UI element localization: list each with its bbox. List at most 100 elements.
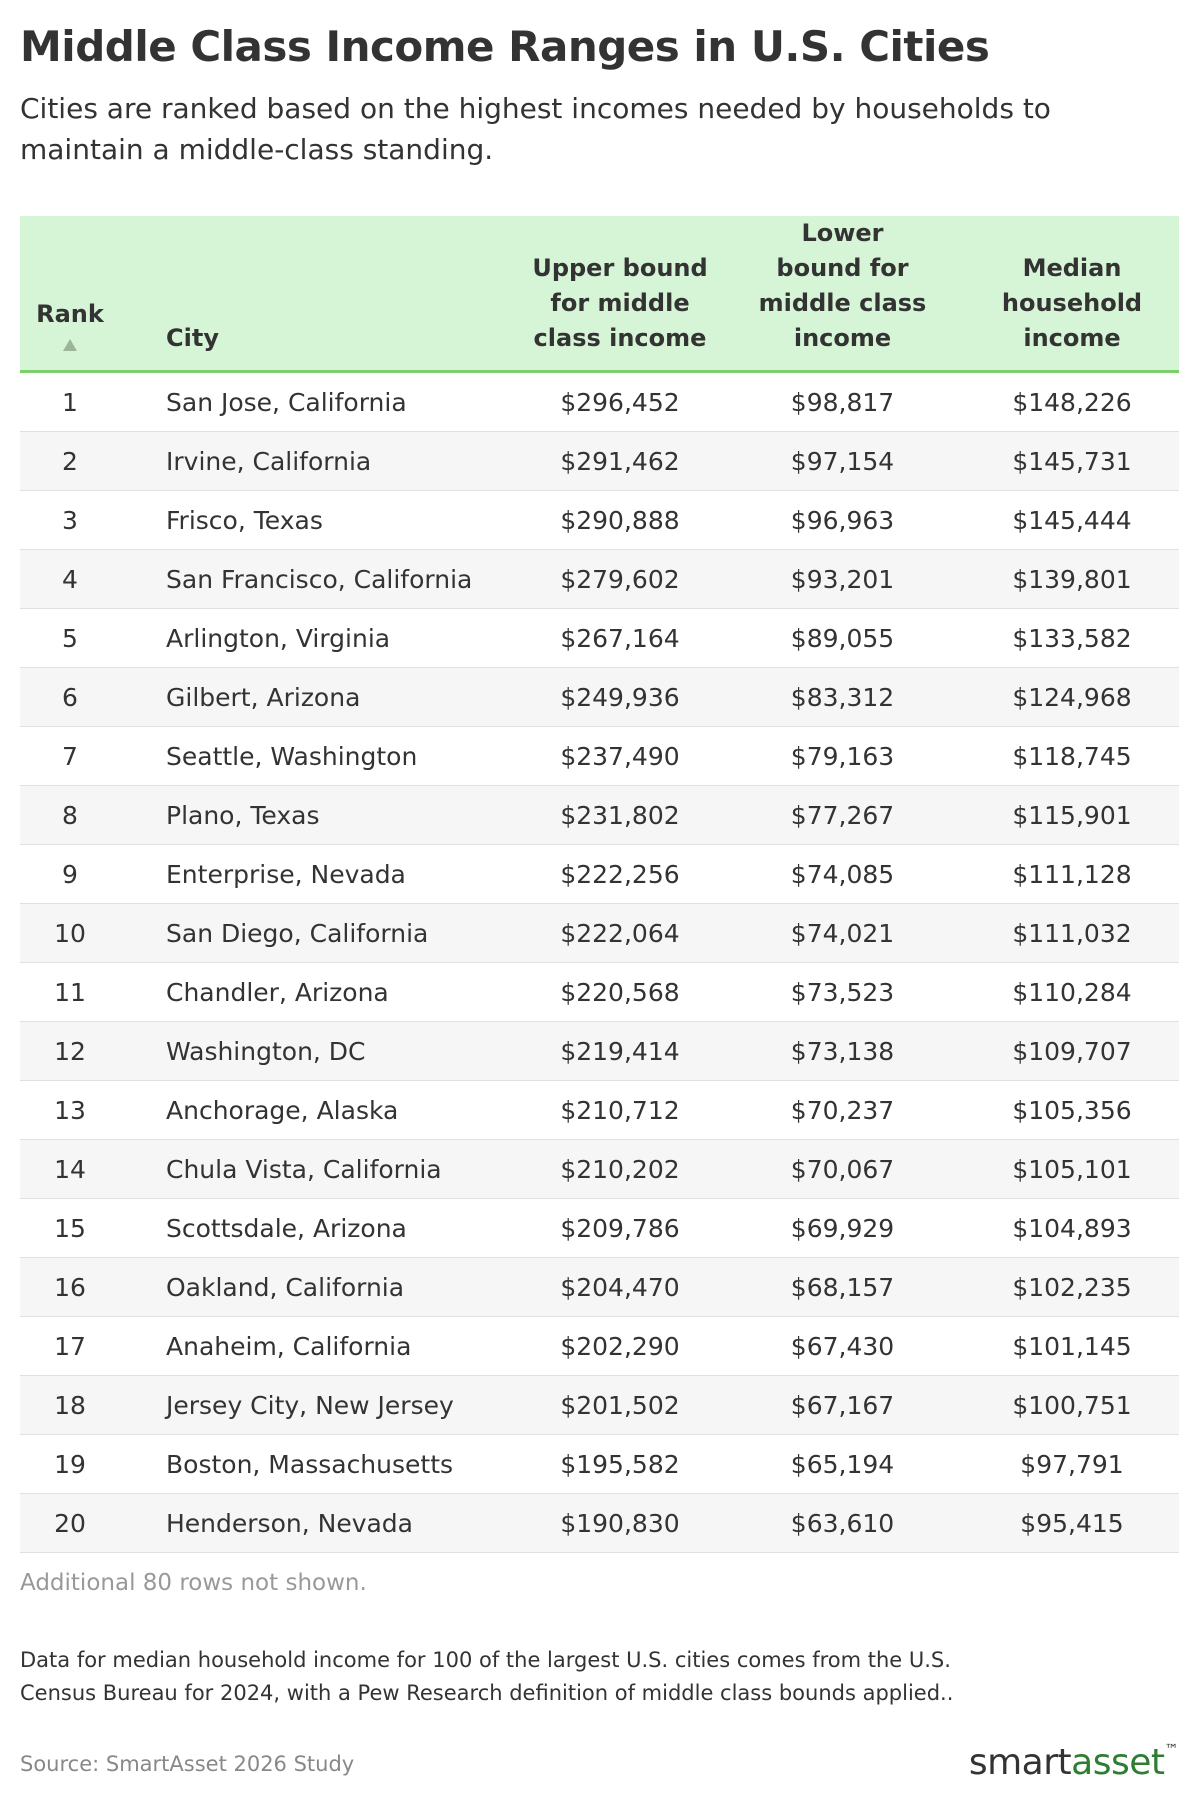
table-cell: $67,167: [720, 1375, 965, 1435]
table-cell: $249,936: [520, 667, 720, 727]
table-cell: $100,751: [965, 1375, 1179, 1435]
table-cell: $195,582: [520, 1434, 720, 1494]
table-cell: 9: [20, 844, 120, 904]
table-body: 1 San Jose, California $296,452 $98,817 $148…: [20, 371, 1179, 1553]
table-row: 7 Seattle, Washington $237,490 $79,163 $118,…: [20, 726, 1179, 786]
table-cell: $63,610: [720, 1493, 965, 1553]
column-header: Lower bound for middle class income: [720, 216, 965, 373]
table-cell: 8: [20, 785, 120, 845]
table-cell: 20: [20, 1493, 120, 1553]
table-row: 12 Washington, DC $219,414 $73,138 $109,707: [20, 1021, 1179, 1081]
table-cell: $290,888: [520, 490, 720, 550]
table-cell: Jersey City, New Jersey: [120, 1375, 520, 1435]
header-text: Rank: [36, 300, 104, 328]
logo-mark: ™: [1164, 1742, 1179, 1758]
table-cell: Anaheim, California: [120, 1316, 520, 1376]
table-cell: $97,154: [720, 431, 965, 491]
table-row: 18 Jersey City, New Jersey $201,502 $67,167…: [20, 1375, 1179, 1435]
table-cell: Seattle, Washington: [120, 726, 520, 786]
table-cell: $111,032: [965, 903, 1179, 963]
table-header: Rank City Upper bound for middle class incom…: [20, 216, 1179, 373]
header-text: middle class: [758, 289, 927, 317]
table-cell: $97,791: [965, 1434, 1179, 1494]
table-cell: 15: [20, 1198, 120, 1258]
table-cell: $133,582: [965, 608, 1179, 668]
table-cell: $237,490: [520, 726, 720, 786]
table-cell: $68,157: [720, 1257, 965, 1317]
header-row: Rank City Upper bound for middle class incom…: [20, 216, 1179, 373]
column-header: Median household income: [965, 216, 1179, 373]
table-cell: 12: [20, 1021, 120, 1081]
table-cell: $69,929: [720, 1198, 965, 1258]
table-cell: $145,444: [965, 490, 1179, 550]
table-cell: $79,163: [720, 726, 965, 786]
table-cell: Enterprise, Nevada: [120, 844, 520, 904]
table-cell: $145,731: [965, 431, 1179, 491]
header-text: bound for: [776, 254, 909, 282]
column-header: Rank: [20, 216, 120, 373]
table-cell: Scottsdale, Arizona: [120, 1198, 520, 1258]
table-cell: $209,786: [520, 1198, 720, 1258]
table-cell: $98,817: [720, 371, 965, 432]
header-text: Median: [1022, 254, 1122, 282]
rows-note: Additional 80 rows not shown.: [20, 1570, 367, 1596]
table-cell: 13: [20, 1080, 120, 1140]
table-cell: $104,893: [965, 1198, 1179, 1258]
logo-text: asset: [1071, 1742, 1165, 1783]
header-text: household: [1001, 289, 1143, 317]
logo-text: smart: [968, 1742, 1072, 1783]
table-cell: 3: [20, 490, 120, 550]
table-row: 6 Gilbert, Arizona $249,936 $83,312 $124,968: [20, 667, 1179, 727]
table-cell: $190,830: [520, 1493, 720, 1553]
table-cell: $89,055: [720, 608, 965, 668]
table-row: 5 Arlington, Virginia $267,164 $89,055 $133,…: [20, 608, 1179, 668]
table-cell: San Francisco, California: [120, 549, 520, 609]
table-cell: Irvine, California: [120, 431, 520, 491]
table-cell: Gilbert, Arizona: [120, 667, 520, 727]
table-cell: $95,415: [965, 1493, 1179, 1553]
table-cell: $204,470: [520, 1257, 720, 1317]
table-cell: $102,235: [965, 1257, 1179, 1317]
table-cell: 10: [20, 903, 120, 963]
table-cell: 5: [20, 608, 120, 668]
header-text: class income: [533, 324, 707, 352]
logo: smartasset™: [968, 1742, 1179, 1783]
table-cell: $231,802: [520, 785, 720, 845]
header-text: for middle: [550, 289, 690, 317]
header-text: Upper bound: [532, 254, 708, 282]
table-cell: 2: [20, 431, 120, 491]
table-cell: $118,745: [965, 726, 1179, 786]
table-cell: San Jose, California: [120, 371, 520, 432]
table-cell: $115,901: [965, 785, 1179, 845]
table-cell: $110,284: [965, 962, 1179, 1022]
table-cell: 4: [20, 549, 120, 609]
table-cell: Henderson, Nevada: [120, 1493, 520, 1553]
table-row: 2 Irvine, California $291,462 $97,154 $145,7…: [20, 431, 1179, 491]
table-row: 16 Oakland, California $204,470 $68,157 $102…: [20, 1257, 1179, 1317]
table-cell: $291,462: [520, 431, 720, 491]
table-cell: 1: [20, 371, 120, 432]
table-row: 1 San Jose, California $296,452 $98,817 $148…: [20, 371, 1179, 432]
table-row: 11 Chandler, Arizona $220,568 $73,523 $110,2…: [20, 962, 1179, 1022]
table-cell: $202,290: [520, 1316, 720, 1376]
table-cell: $74,021: [720, 903, 965, 963]
table-row: 14 Chula Vista, California $210,202 $70,067…: [20, 1139, 1179, 1199]
table-cell: $73,523: [720, 962, 965, 1022]
sort-icon[interactable]: [62, 338, 78, 352]
table-cell: $220,568: [520, 962, 720, 1022]
table-cell: $65,194: [720, 1434, 965, 1494]
table-cell: $124,968: [965, 667, 1179, 727]
data-table: Rank City Upper bound for middle class incom…: [20, 216, 1179, 1553]
table-cell: San Diego, California: [120, 903, 520, 963]
header-text: City: [166, 324, 219, 352]
table-cell: $296,452: [520, 371, 720, 432]
table-row: 8 Plano, Texas $231,802 $77,267 $115,901: [20, 785, 1179, 845]
table-cell: $105,101: [965, 1139, 1179, 1199]
subtitle: Cities are ranked based on the highest i…: [20, 92, 1051, 166]
table-row: 20 Henderson, Nevada $190,830 $63,610 $95,41…: [20, 1493, 1179, 1553]
header-text: Lower: [801, 219, 884, 247]
table-cell: Frisco, Texas: [120, 490, 520, 550]
table-row: 15 Scottsdale, Arizona $209,786 $69,929 $104…: [20, 1198, 1179, 1258]
table-cell: $105,356: [965, 1080, 1179, 1140]
